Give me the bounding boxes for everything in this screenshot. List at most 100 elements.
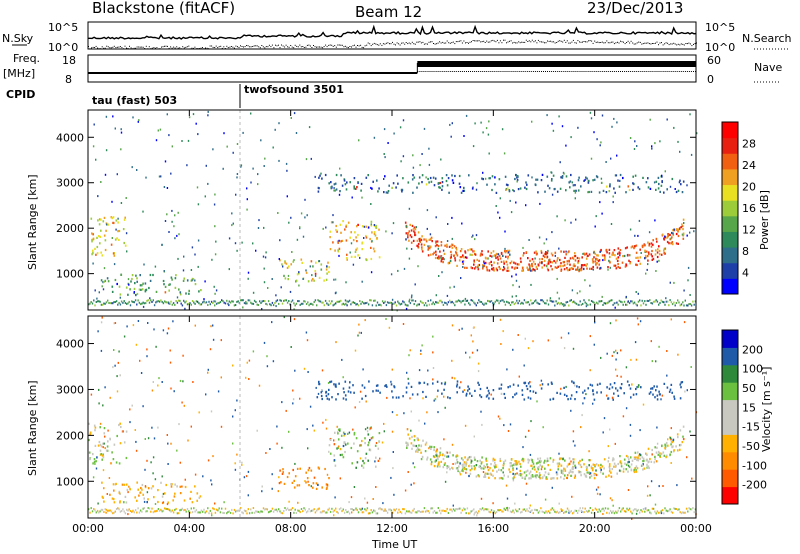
- nsearch-point: [250, 46, 252, 48]
- data-cell: [292, 468, 294, 472]
- data-cell: [526, 469, 529, 472]
- data-cell: [608, 300, 610, 303]
- nave-point: [636, 71, 638, 72]
- data-cell: [497, 211, 499, 214]
- data-cell: [372, 247, 375, 250]
- data-cell: [513, 190, 515, 193]
- data-cell: [164, 160, 167, 163]
- x-tick-label: 16:00: [477, 522, 509, 535]
- data-cell: [569, 186, 571, 189]
- data-cell: [103, 234, 106, 237]
- data-cell: [536, 178, 539, 181]
- data-cell: [563, 467, 565, 470]
- nave-point: [666, 71, 668, 72]
- data-cell: [580, 509, 583, 512]
- data-cell: [334, 189, 336, 192]
- data-cell: [587, 191, 589, 194]
- data-cell: [560, 336, 563, 339]
- data-cell: [391, 390, 393, 393]
- nsearch-point: [411, 41, 413, 43]
- data-cell: [119, 500, 121, 503]
- data-cell: [192, 278, 195, 281]
- data-cell: [188, 116, 191, 119]
- data-cell: [349, 251, 351, 254]
- data-cell: [523, 471, 526, 474]
- data-cell: [457, 469, 459, 473]
- data-cell: [306, 214, 308, 217]
- data-cell: [197, 133, 199, 136]
- data-cell: [550, 299, 552, 302]
- nsearch-point: [281, 44, 282, 46]
- data-cell: [139, 274, 141, 277]
- data-cell: [441, 301, 443, 304]
- data-cell: [474, 302, 476, 305]
- data-cell: [367, 226, 370, 229]
- data-cell: [441, 181, 444, 184]
- data-cell: [604, 507, 607, 510]
- data-cell: [136, 292, 139, 296]
- data-cell: [514, 460, 516, 463]
- data-cell: [105, 115, 108, 118]
- data-cell: [316, 509, 318, 512]
- data-cell: [658, 303, 660, 306]
- data-cell: [579, 300, 581, 303]
- data-cell: [578, 303, 580, 306]
- data-cell: [633, 245, 636, 248]
- data-cell: [681, 233, 684, 236]
- data-cell: [194, 324, 196, 327]
- data-cell: [622, 303, 624, 306]
- data-cell: [182, 269, 185, 272]
- data-cell: [550, 381, 553, 384]
- nsearch-point: [273, 47, 275, 49]
- data-cell: [332, 221, 334, 224]
- nsearch-point: [414, 43, 416, 45]
- data-cell: [615, 349, 617, 352]
- data-cell: [507, 386, 509, 389]
- data-cell: [197, 239, 200, 242]
- nsearch-point: [607, 42, 609, 44]
- data-cell: [658, 485, 660, 488]
- data-cell: [373, 509, 375, 512]
- data-cell: [332, 304, 334, 307]
- data-cell: [582, 302, 584, 305]
- data-cell: [361, 384, 364, 387]
- data-cell: [556, 477, 559, 480]
- data-cell: [295, 279, 298, 282]
- data-cell: [627, 456, 629, 459]
- data-cell: [527, 301, 529, 304]
- data-cell: [658, 511, 660, 514]
- data-cell: [525, 474, 528, 477]
- data-cell: [488, 397, 490, 400]
- data-cell: [340, 299, 342, 302]
- data-cell: [406, 446, 408, 449]
- data-cell: [454, 259, 457, 262]
- data-cell: [164, 492, 166, 495]
- data-cell: [131, 166, 133, 169]
- data-cell: [576, 303, 579, 306]
- nsearch-point: [106, 45, 108, 47]
- data-cell: [298, 484, 301, 487]
- data-cell: [455, 508, 457, 510]
- data-cell: [247, 508, 249, 511]
- data-cell: [607, 507, 609, 510]
- nsearch-point: [577, 40, 579, 42]
- data-cell: [316, 304, 318, 307]
- data-cell: [141, 284, 143, 287]
- data-cell: [664, 247, 667, 250]
- data-cell: [590, 467, 593, 470]
- data-cell: [293, 112, 296, 115]
- data-cell: [158, 300, 161, 303]
- data-cell: [488, 300, 490, 303]
- data-cell: [317, 508, 319, 511]
- data-cell: [190, 303, 192, 306]
- data-cell: [584, 279, 586, 282]
- data-cell: [599, 382, 601, 385]
- nsearch-point: [463, 40, 465, 42]
- nsearch-point: [515, 42, 517, 44]
- data-cell: [173, 390, 175, 393]
- data-cell: [222, 300, 224, 303]
- data-cell: [578, 257, 581, 260]
- data-cell: [394, 301, 396, 304]
- data-cell: [182, 279, 185, 282]
